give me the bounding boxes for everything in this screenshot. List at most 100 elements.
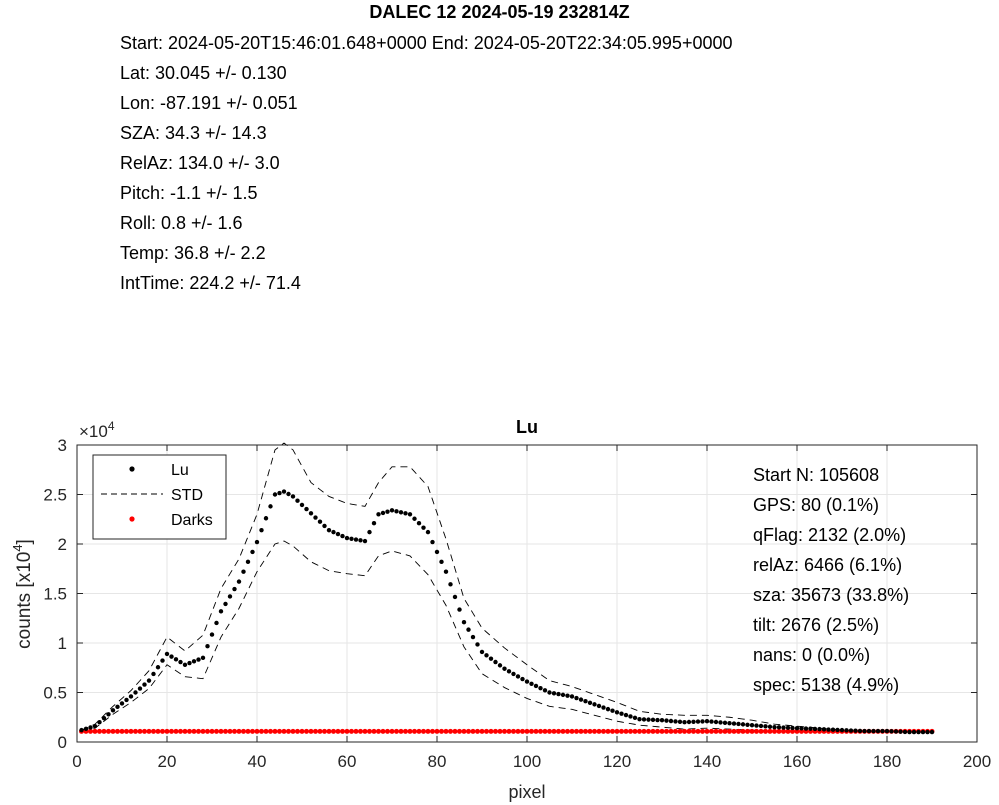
darks-point <box>250 728 255 734</box>
lu-point <box>659 718 665 723</box>
darks-point <box>601 728 606 734</box>
darks-point <box>299 728 305 734</box>
darks-point <box>767 728 773 734</box>
darks-point <box>457 728 462 734</box>
lu-point <box>178 659 183 665</box>
darks-point <box>367 728 372 734</box>
lu-point <box>313 515 318 520</box>
darks-point <box>583 728 588 734</box>
lu-point <box>484 653 489 658</box>
darks-point <box>700 728 705 734</box>
lu-point <box>434 549 440 555</box>
grid-lines <box>77 445 977 742</box>
info-line-lon: Lon: -87.191 +/- 0.051 <box>120 93 298 113</box>
lu-point <box>169 654 174 659</box>
lu-point <box>884 728 890 734</box>
lu-point <box>610 708 615 713</box>
lu-point <box>529 681 534 686</box>
darks-point <box>542 728 548 734</box>
darks-point <box>146 728 152 734</box>
lu-point <box>740 722 746 727</box>
annotation-sza: sza: 35673 (33.8%) <box>753 585 909 605</box>
lu-point <box>551 691 557 696</box>
darks-point <box>151 728 156 734</box>
darks-point <box>704 728 710 734</box>
lu-point <box>254 539 260 545</box>
darks-point <box>461 728 467 734</box>
info-line-relaz: RelAz: 134.0 +/- 3.0 <box>120 153 280 173</box>
darks-point <box>799 728 804 734</box>
lu-point <box>655 717 660 723</box>
darks-point <box>772 728 777 734</box>
lu-point <box>443 569 449 574</box>
darks-point <box>182 728 188 734</box>
lu-point <box>880 728 885 734</box>
darks-point <box>322 728 327 734</box>
darks-point <box>547 728 552 734</box>
darks-point <box>623 728 629 734</box>
darks-point <box>403 728 408 734</box>
lu-point <box>736 721 741 727</box>
lu-point <box>299 502 305 508</box>
darks-point <box>466 728 471 734</box>
darks-point <box>124 728 129 734</box>
lu-point <box>83 726 89 731</box>
lu-point <box>583 699 588 704</box>
lu-point <box>466 627 471 632</box>
darks-point <box>191 728 197 734</box>
darks-point <box>637 728 642 734</box>
lu-point <box>605 706 611 712</box>
darks-point <box>326 728 332 734</box>
darks-point <box>115 728 120 734</box>
lu-point <box>295 498 300 503</box>
darks-point <box>776 728 782 734</box>
lu-point <box>776 725 782 730</box>
lu-point <box>520 676 525 682</box>
lu-point <box>155 665 161 670</box>
darks-point <box>205 728 210 734</box>
darks-point <box>349 728 354 734</box>
darks-point <box>664 728 669 734</box>
lu-point <box>137 686 143 691</box>
lu-point <box>506 669 512 674</box>
lu-point <box>304 506 309 512</box>
lu-point <box>700 719 705 724</box>
darks-point <box>227 728 233 734</box>
darks-point <box>362 728 368 734</box>
lu-point <box>727 720 732 726</box>
lu-point <box>839 727 845 733</box>
lu-point <box>889 729 894 734</box>
x-tick-label: 20 <box>158 752 177 771</box>
lu-point <box>421 525 426 530</box>
legend-darks-label: Darks <box>171 512 213 529</box>
lu-point <box>803 726 809 731</box>
info-line-sza: SZA: 34.3 +/- 14.3 <box>120 123 267 143</box>
lu-point <box>709 719 714 724</box>
lu-point <box>214 620 219 626</box>
darks-point <box>560 728 566 734</box>
y-exponent-base: ×10 <box>79 422 108 441</box>
lu-point <box>664 718 669 723</box>
lu-point <box>322 523 327 529</box>
lu-point <box>331 529 336 535</box>
lu-point <box>79 727 84 733</box>
darks-point <box>425 728 431 734</box>
figure-title: DALEC 12 2024-05-19 232814Z <box>369 2 630 22</box>
legend-lu-marker <box>129 466 135 472</box>
darks-point <box>448 728 453 734</box>
lu-point <box>461 620 467 625</box>
darks-point <box>790 728 795 734</box>
lu-point <box>758 723 764 729</box>
lu-point <box>754 723 759 728</box>
lu-point <box>205 644 210 649</box>
darks-point <box>133 728 138 734</box>
annotation-start-n: Start N: 105608 <box>753 465 879 485</box>
y-exponent-label: ×104 <box>79 419 115 441</box>
lu-point <box>745 722 750 727</box>
darks-point <box>169 728 174 734</box>
darks-point <box>763 728 768 734</box>
darks-point <box>524 728 530 734</box>
darks-point <box>479 728 485 734</box>
darks-point <box>695 728 701 734</box>
lu-point <box>133 690 138 695</box>
